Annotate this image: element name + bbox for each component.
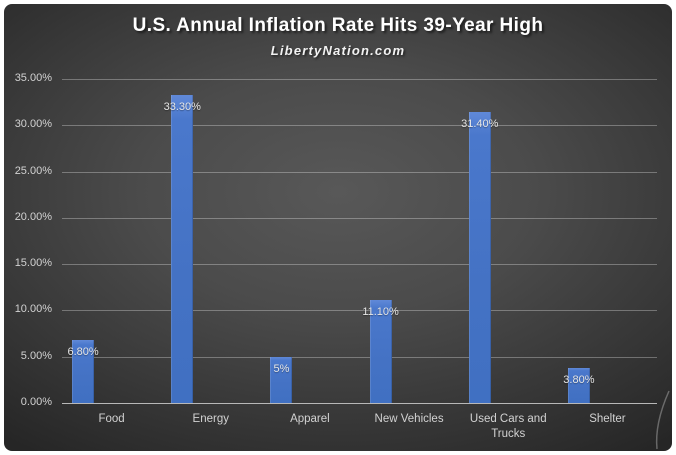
gridline-30 [62,125,657,127]
bar-apparel [270,356,293,403]
gridline-25 [62,171,657,173]
data-label-apparel: 5% [273,362,290,375]
category-label-shelter: Shelter [589,413,626,425]
data-label-shelter: 3.80% [563,373,595,386]
bar-shelter [567,367,590,403]
y-tick-25: 25.00% [14,164,52,177]
y-tick-15: 15.00% [14,257,52,270]
gridline-10 [62,310,657,312]
x-axis-line [62,403,657,404]
gridline-20 [62,217,657,219]
y-tick-20: 20.00% [14,210,52,223]
data-label-new-vehicles: 11.10% [362,306,399,319]
chart-title: U.S. Annual Inflation Rate Hits 39-Year … [132,15,544,36]
category-label-used-cars-and-trucks: Used Cars and Trucks [469,413,547,440]
gridline-15 [62,264,657,266]
bar-used-cars-and-trucks [468,112,491,403]
y-tick-0: 0.00% [20,396,52,408]
bar-energy [171,94,194,403]
category-label-new-vehicles: New Vehicles [374,413,444,425]
category-label-apparel: Apparel [290,413,330,425]
bar-food [72,340,95,403]
chart-subtitle: LibertyNation.com [270,43,406,58]
plot-area: 0.00% 5.00% 10.00% 15.00% 20.00% 25.00% 30.00%… [4,4,672,451]
category-label-food: Food [98,413,125,425]
y-tick-35: 35.00% [14,72,52,84]
y-tick-10: 10.00% [14,303,52,316]
bar-new-vehicles [369,300,392,403]
y-tick-5: 5.00% [20,349,52,362]
category-label-energy: Energy [192,413,229,425]
chart-canvas: U.S. Annual Inflation Rate Hits 39-Year … [4,4,672,451]
gridline-35 [62,79,657,80]
data-label-food: 6.80% [67,346,99,359]
gridline-5 [62,356,657,358]
data-label-energy: 33.30% [163,100,201,113]
page-curl-decoration [655,390,670,450]
y-tick-30: 30.00% [14,118,52,131]
data-label-used-cars-and-trucks: 31.40% [461,118,499,131]
